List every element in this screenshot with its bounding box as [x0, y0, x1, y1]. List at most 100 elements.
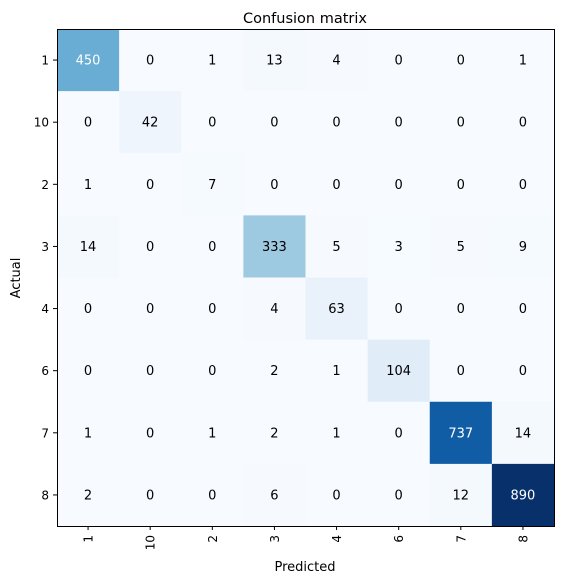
heatmap-cell	[119, 401, 182, 465]
cell-value-label: 4	[332, 54, 340, 69]
cell-value-label: 7	[208, 178, 216, 193]
heatmap-cell	[305, 463, 369, 527]
x-tick-label: 7	[454, 535, 468, 543]
y-tick-label: 4	[41, 302, 49, 316]
cell-value-label: 1	[84, 426, 92, 441]
cell-value-label: 333	[262, 240, 287, 255]
cell-value-label: 0	[457, 178, 465, 193]
cell-value-label: 450	[76, 54, 101, 69]
cell-value-label: 1	[208, 54, 216, 69]
y-axis-label: Actual	[9, 258, 24, 299]
heatmap-cell	[367, 153, 431, 216]
heatmap-cell	[181, 277, 244, 341]
heatmap-cell	[243, 339, 306, 403]
cell-value-label: 4	[270, 302, 278, 317]
cell-value-label: 0	[395, 488, 403, 503]
cell-value-label: 13	[266, 54, 283, 69]
y-tick-label: 7	[41, 426, 49, 440]
x-axis-label: Predicted	[274, 560, 335, 575]
heatmap-cell	[491, 91, 555, 154]
heatmap-cell	[181, 339, 244, 403]
cell-value-label: 1	[519, 54, 527, 69]
heatmap-cell	[119, 29, 182, 92]
heatmap-cell	[119, 339, 182, 403]
cell-value-label: 0	[457, 116, 465, 131]
x-tick-label: 1	[82, 535, 96, 543]
cell-value-label: 0	[395, 302, 403, 317]
heatmap-cell	[305, 153, 369, 216]
heatmap-cell	[305, 401, 369, 465]
cell-value-label: 0	[208, 364, 216, 379]
heatmap-cell	[491, 401, 555, 465]
heatmap-cell	[119, 153, 182, 216]
heatmap-cell	[57, 215, 120, 278]
heatmap-cell	[181, 153, 244, 216]
heatmap-cell	[367, 29, 431, 92]
cell-value-label: 0	[395, 426, 403, 441]
heatmap-cell	[367, 91, 431, 154]
x-tick-label: 2	[206, 535, 220, 543]
cell-value-label: 737	[448, 426, 473, 441]
y-tick-label: 6	[41, 364, 49, 378]
cell-value-label: 0	[146, 364, 154, 379]
y-tick-label: 2	[41, 178, 49, 192]
heatmap-cell	[367, 401, 431, 465]
cell-value-label: 0	[519, 364, 527, 379]
heatmap-cell	[429, 153, 493, 216]
heatmap-cell	[57, 29, 120, 92]
cell-value-label: 3	[395, 240, 403, 255]
heatmap-cell	[181, 91, 244, 154]
y-axis-ticks: 1 10 2 3 4 6 7 8	[34, 54, 57, 502]
heatmap-cell	[491, 463, 555, 527]
x-tick-label: 8	[516, 535, 530, 543]
cell-value-label: 104	[386, 364, 411, 379]
heatmap-cell	[57, 91, 120, 154]
heatmap-cell	[243, 153, 306, 216]
cell-value-label: 1	[332, 364, 340, 379]
cell-value-label: 890	[511, 488, 536, 503]
heatmap-cell	[181, 401, 244, 465]
x-tick-label: 4	[330, 535, 344, 543]
heatmap-cell	[491, 29, 555, 92]
heatmap-cell	[367, 463, 431, 527]
chart-title: Confusion matrix	[243, 11, 367, 27]
heatmap-cell	[429, 215, 493, 278]
cell-value-label: 0	[332, 116, 340, 131]
cell-value-label: 0	[332, 178, 340, 193]
x-axis-ticks: 1 10 2 3 4 6 7 8	[82, 526, 530, 550]
cell-value-label: 0	[519, 178, 527, 193]
cell-value-label: 0	[146, 54, 154, 69]
heatmap-cell	[181, 29, 244, 92]
cell-value-label: 0	[146, 488, 154, 503]
cell-value-label: 0	[146, 240, 154, 255]
heatmap-cell	[305, 29, 369, 92]
heatmap-cells	[57, 29, 555, 527]
cell-value-label: 0	[332, 488, 340, 503]
cell-value-label: 1	[208, 426, 216, 441]
heatmap-cell	[429, 339, 493, 403]
cell-value-label: 0	[208, 302, 216, 317]
cell-value-label: 6	[270, 488, 278, 503]
x-tick-label: 6	[392, 535, 406, 543]
heatmap-cell-labels: 450 0 1 13 4 0 0 10 42 0 0 0 0 0 01 0 7 0 0 0 0 014 0 0 333 5 3 5 90…	[76, 54, 536, 504]
cell-value-label: 0	[457, 302, 465, 317]
cell-value-label: 2	[270, 426, 278, 441]
heatmap-cell	[181, 215, 244, 278]
cell-value-label: 0	[146, 426, 154, 441]
y-tick-label: 3	[41, 240, 49, 254]
cell-value-label: 0	[519, 116, 527, 131]
heatmap-cell	[305, 215, 369, 278]
cell-value-label: 0	[270, 178, 278, 193]
heatmap-cell	[243, 91, 306, 154]
heatmap-cell	[305, 91, 369, 154]
heatmap-cell	[367, 277, 431, 341]
cell-value-label: 5	[332, 240, 340, 255]
cell-value-label: 1	[84, 178, 92, 193]
y-tick-label: 8	[41, 488, 49, 502]
heatmap-cell	[305, 339, 369, 403]
cell-value-label: 0	[519, 302, 527, 317]
heatmap-cell	[429, 277, 493, 341]
cell-value-label: 0	[146, 302, 154, 317]
cell-value-label: 0	[84, 116, 92, 131]
